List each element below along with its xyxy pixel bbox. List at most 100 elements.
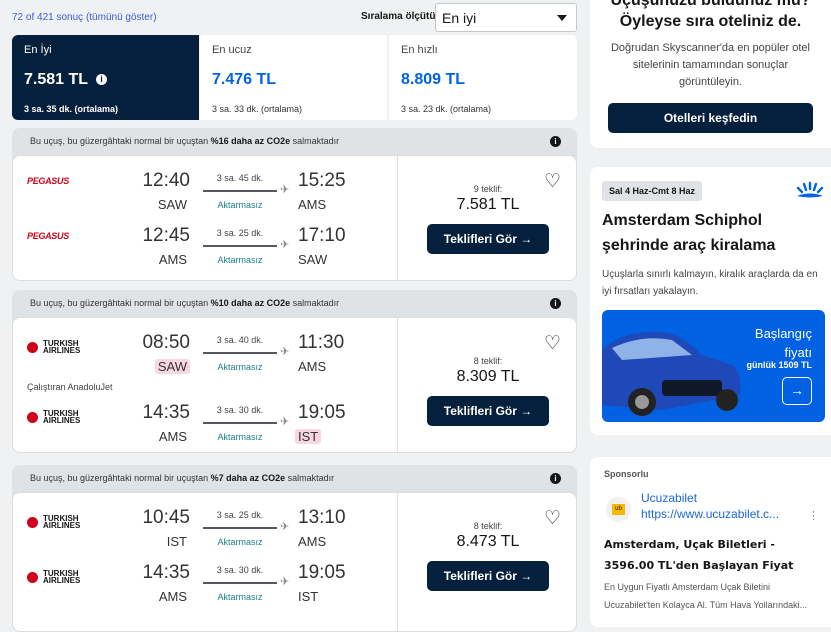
info-icon[interactable]: i [550,473,561,484]
arrow-right-icon[interactable]: → [782,377,812,405]
ad-description: En Uygun Fiyatlı Amsterdam Uçak Biletini… [604,582,808,610]
plane-icon: ✈ [280,184,290,196]
logo-text: ub [612,504,625,515]
departure-time: 14:35 [142,562,190,583]
route-line [203,582,277,584]
tab-price: 8.809 TL [401,71,466,88]
route-line [203,527,277,529]
flight-price: 8.309 TL [456,368,520,385]
plane-icon: ✈ [280,346,290,358]
advertiser-name-link[interactable]: Ucuzabilet [641,491,698,505]
starting-price-label: Başlangıç fiyatı [754,326,812,360]
flight-card[interactable]: Bu uçuş, bu güzergâhtaki normal bir uçuş… [12,465,577,632]
daily-price: günlük 1509 TL [746,360,812,370]
departure-airport: SAW [157,197,187,212]
arrival-airport: AMS [298,534,327,549]
flight-duration: 3 sa. 30 dk. [216,405,264,415]
airline-name: TURKISH AIRLINES [43,339,81,355]
view-offers-button[interactable]: Teklifleri Gör → [427,224,549,254]
stops-label: Aktarmasız [217,432,263,442]
tab-duration: 3 sa. 35 dk. (ortalama) [24,104,119,114]
tab-cheapest[interactable]: En ucuz 7.476 TL 3 sa. 33 dk. (ortalama) [200,35,387,120]
view-offers-button[interactable]: Teklifleri Gör → [427,396,549,426]
eco-banner: Bu uçuş, bu güzergâhtaki normal bir uçuş… [12,128,577,155]
departure-time: 12:45 [142,225,190,246]
explore-hotels-button[interactable]: Otelleri keşfedin [608,103,813,133]
favorite-heart-icon[interactable]: ♡ [544,508,562,529]
flight-price: 8.473 TL [456,533,520,550]
favorite-heart-icon[interactable]: ♡ [544,171,562,192]
route-line [203,190,277,192]
arrival-time: 15:25 [298,170,346,191]
sort-label: Sıralama ölçütü [361,11,436,22]
route-line [203,352,277,354]
departure-airport: AMS [158,252,187,267]
eco-percentage: %16 daha az CO2e [210,136,291,146]
departure-time: 14:35 [142,402,190,423]
view-offers-button[interactable]: Teklifleri Gör → [427,561,549,591]
eco-percentage: %10 daha az CO2e [210,298,291,308]
route-line [203,422,277,424]
advertiser-url-link[interactable]: https://www.ucuzabilet.c... [641,507,780,521]
tab-price: 7.581 TL [24,71,89,88]
flight-card[interactable]: Bu uçuş, bu güzergâhtaki normal bir uçuş… [12,290,577,453]
more-options-icon[interactable]: ⋮ [808,510,819,522]
departure-airport: SAW [154,359,190,374]
stops-label: Aktarmasız [217,255,263,265]
car-image [602,331,741,416]
sponsored-ad-card[interactable]: Sponsorlu ub Ucuzabilet https://www.ucuz… [590,457,831,627]
flight-duration: 3 sa. 40 dk. [216,335,264,345]
flight-card[interactable]: Bu uçuş, bu güzergâhtaki normal bir uçuş… [12,128,577,281]
price-divider [397,156,398,280]
departure-time: 08:50 [142,332,190,353]
info-icon[interactable]: i [550,136,561,147]
arrival-time: 19:05 [298,562,346,583]
caret-down-icon [557,15,567,21]
price-divider [397,493,398,631]
airline-name: TURKISH AIRLINES [43,514,81,530]
info-icon[interactable]: i [96,74,108,85]
turkish-airlines-logo: TURKISH AIRLINES [27,514,83,530]
plane-icon: ✈ [280,576,290,588]
arrival-time: 19:05 [298,402,346,423]
flight-card-body[interactable]: PEGASUS 12:40 SAW 3 sa. 45 dk. ✈ Aktarmasız 15… [12,155,577,281]
airline-name: TURKISH AIRLINES [43,569,81,585]
flight-duration: 3 sa. 25 dk. [216,510,264,520]
turkish-airlines-emblem-icon [27,341,38,353]
info-icon[interactable]: i [550,298,561,309]
tab-fastest[interactable]: En hızlı 8.809 TL 3 sa. 23 dk. (ortalama… [389,35,577,120]
flight-card-body[interactable]: TURKISH AIRLINES 10:45 IST 3 sa. 25 dk. ✈ Akt… [12,492,577,632]
car-rental-card[interactable]: Sal 4 Haz-Cmt 8 Haz Amsterdam Schiphol ş… [590,167,831,435]
tab-label: En hızlı [401,44,438,56]
sponsored-label: Sponsorlu [604,469,649,479]
offers-count: 8 teklif: [473,521,503,531]
car-banner[interactable]: Başlangıç fiyatı günlük 1509 TL → [602,310,825,422]
sort-select[interactable]: En iyi [435,3,577,32]
results-count-link[interactable]: 72 of 421 sonuç (tümünü göster) [12,12,157,23]
tab-duration: 3 sa. 23 dk. (ortalama) [401,104,492,114]
favorite-heart-icon[interactable]: ♡ [544,333,562,354]
turkish-airlines-logo: TURKISH AIRLINES [27,339,83,355]
turkish-airlines-emblem-icon [27,516,38,528]
skyscanner-logo-icon [796,181,824,198]
date-badge: Sal 4 Haz-Cmt 8 Haz [602,181,703,201]
flight-card-body[interactable]: TURKISH AIRLINES 08:50 SAW 3 sa. 40 dk. ✈ Akt… [12,317,577,453]
plane-icon: ✈ [280,416,290,428]
pegasus-logo: PEGASUS [27,176,69,186]
tab-best[interactable]: En İyi 7.581 TL i 3 sa. 35 dk. (ortalama) [12,35,199,120]
operator-note: Çalıştıran AnadoluJet [27,382,113,392]
stops-label: Aktarmasız [217,537,263,547]
ad-title-link[interactable]: Amsterdam, Uçak Biletleri - 3596.00 TL'd… [604,538,794,572]
airline-name: TURKISH AIRLINES [43,409,81,425]
price-divider [397,318,398,452]
offers-count: 9 teklif: [473,184,503,194]
route-line [203,245,277,247]
departure-time: 10:45 [142,507,190,528]
advertiser-logo: ub [606,497,631,522]
flight-price: 7.581 TL [456,196,520,213]
departure-airport: AMS [158,429,187,444]
car-heading: Amsterdam Schiphol şehrinde araç kiralam… [602,212,776,254]
tab-label: En İyi [24,44,52,56]
pegasus-logo: PEGASUS [27,231,69,241]
tab-label: En ucuz [212,44,252,56]
